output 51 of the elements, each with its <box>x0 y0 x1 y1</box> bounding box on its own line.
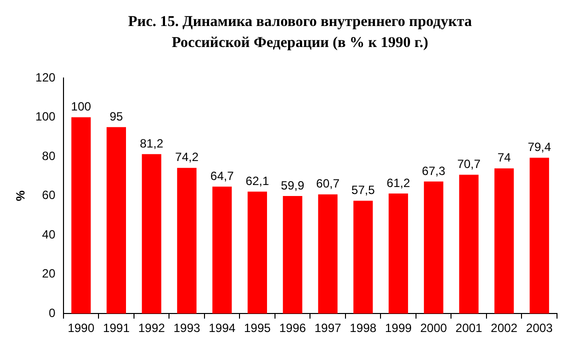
x-tick-label: 1991 <box>102 321 130 336</box>
bar <box>318 194 338 314</box>
data-label: 67,3 <box>422 164 446 178</box>
x-tick-label: 1996 <box>279 321 306 336</box>
bar <box>459 174 479 314</box>
bar <box>282 196 302 314</box>
data-label: 60,7 <box>316 176 340 191</box>
bar <box>177 168 197 314</box>
x-tick-label: 1994 <box>208 321 236 336</box>
x-tick-label: 1995 <box>244 321 271 336</box>
x-tick-label: 1999 <box>385 321 412 336</box>
y-tick-label: 80 <box>42 148 56 163</box>
y-tick-label: 100 <box>35 110 56 124</box>
x-tick-label: 2002 <box>490 321 518 336</box>
x-tick-label: 1992 <box>138 321 166 336</box>
bar <box>71 117 91 314</box>
bar <box>530 158 550 314</box>
data-label: 57,5 <box>351 183 376 198</box>
y-tick-label: 40 <box>42 227 56 242</box>
bar <box>248 192 268 314</box>
x-tick-label: 2001 <box>456 321 483 336</box>
y-tick-label: 20 <box>42 266 56 281</box>
x-tick-label: 1998 <box>350 321 377 336</box>
data-label: 74,2 <box>175 150 199 164</box>
y-tick-label: 0 <box>48 306 56 320</box>
bar <box>142 154 162 314</box>
bar <box>106 127 126 314</box>
bar <box>388 193 408 314</box>
bar <box>353 200 373 314</box>
data-label: 70,7 <box>457 157 481 172</box>
x-tick-label: 2000 <box>420 321 448 336</box>
data-label: 100 <box>71 100 92 114</box>
y-tick-label: 60 <box>42 188 56 202</box>
data-label: 64,7 <box>210 168 234 183</box>
bar <box>494 168 514 314</box>
data-label: 95 <box>110 109 124 124</box>
bar <box>424 181 444 314</box>
data-label: 79,4 <box>528 140 552 154</box>
x-tick-label: 2003 <box>526 321 554 336</box>
data-label: 61,2 <box>386 176 410 190</box>
x-tick-label: 1993 <box>173 321 200 336</box>
data-label: 81,2 <box>140 136 164 150</box>
x-tick-label: 1997 <box>314 321 342 336</box>
data-label: 59,9 <box>280 178 305 192</box>
chart-title: Рис. 15. Динамика валового внутреннего продукта Российской Федерации (в % к 1990 г.) <box>127 13 473 53</box>
data-label: 62,1 <box>246 174 270 188</box>
data-label: 74 <box>497 150 512 165</box>
bar <box>212 186 232 314</box>
y-axis-title: % <box>14 190 28 202</box>
y-tick-label: 120 <box>35 70 56 84</box>
x-tick-label: 1990 <box>68 321 95 336</box>
